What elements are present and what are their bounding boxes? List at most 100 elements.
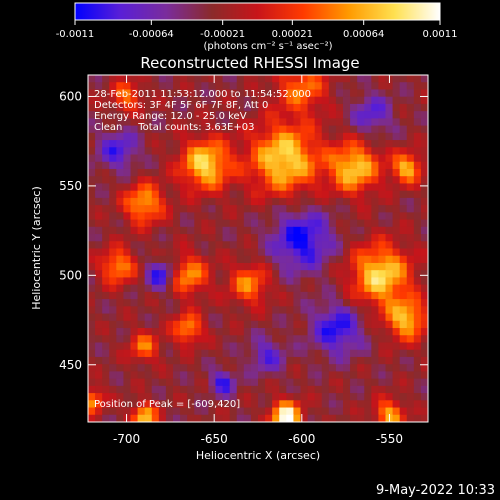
heatmap-cell	[95, 118, 103, 127]
heatmap-cell	[350, 284, 358, 293]
heatmap-cell	[180, 212, 188, 221]
heatmap-cell	[364, 219, 372, 228]
heatmap-cell	[180, 125, 188, 134]
heatmap-cell	[286, 75, 295, 83]
heatmap-cell	[215, 371, 224, 380]
heatmap-cell	[265, 226, 273, 235]
heatmap-cell	[102, 103, 110, 112]
heatmap-cell	[201, 393, 210, 401]
heatmap-cell	[357, 306, 365, 315]
heatmap-cell	[392, 306, 401, 315]
heatmap-cell	[279, 407, 287, 416]
heatmap-cell	[201, 89, 210, 98]
heatmap-cell	[321, 277, 330, 286]
heatmap-cell	[144, 103, 153, 112]
heatmap-cell	[88, 241, 96, 250]
heatmap-cell	[88, 190, 96, 199]
heatmap-cell	[123, 125, 132, 134]
heatmap-cell	[286, 328, 295, 336]
heatmap-cell	[399, 212, 408, 221]
heatmap-cell	[194, 320, 202, 329]
heatmap-cell	[208, 140, 217, 148]
heatmap-cell	[420, 349, 428, 358]
heatmap-cell	[392, 400, 401, 409]
heatmap-cell	[378, 103, 387, 112]
heatmap-cell	[357, 349, 365, 358]
heatmap-cell	[300, 219, 309, 228]
heatmap-cell	[279, 234, 287, 242]
heatmap-cell	[385, 378, 394, 387]
heatmap-cell	[378, 284, 387, 293]
heatmap-cell	[144, 385, 153, 394]
heatmap-cell	[215, 234, 224, 242]
heatmap-cell	[420, 96, 428, 105]
heatmap-cell	[335, 371, 344, 380]
heatmap-cell	[130, 270, 139, 279]
heatmap-cell	[165, 132, 174, 141]
heatmap-cell	[187, 212, 195, 221]
heatmap-cell	[123, 154, 132, 163]
heatmap-cell	[272, 176, 280, 185]
heatmap-cell	[180, 342, 188, 351]
heatmap-cell	[102, 140, 110, 148]
heatmap-cell	[371, 212, 380, 221]
heatmap-cell	[88, 205, 96, 213]
heatmap-cell	[350, 226, 358, 235]
heatmap-cell	[399, 270, 408, 279]
heatmap-cell	[272, 400, 280, 409]
heatmap-cell	[187, 118, 195, 127]
heatmap-cell	[236, 262, 245, 271]
heatmap-cell	[95, 111, 103, 119]
heatmap-cell	[173, 306, 181, 315]
heatmap-cell	[399, 378, 408, 387]
heatmap-cell	[151, 89, 160, 98]
heatmap-cell	[406, 342, 415, 351]
heatmap-cell	[102, 407, 110, 416]
heatmap-cell	[272, 82, 280, 91]
heatmap-cell	[279, 241, 287, 250]
heatmap-cell	[180, 248, 188, 257]
heatmap-cell	[385, 342, 394, 351]
heatmap-cell	[151, 342, 160, 351]
heatmap-cell	[88, 407, 96, 416]
heatmap-cell	[286, 349, 295, 358]
heatmap-cell	[371, 197, 380, 206]
heatmap-cell	[215, 176, 224, 185]
heatmap-cell	[378, 168, 387, 177]
heatmap-cell	[357, 241, 365, 250]
heatmap-cell	[109, 414, 117, 422]
heatmap-cell	[307, 299, 316, 307]
heatmap-cell	[243, 313, 252, 322]
heatmap-cell	[321, 328, 330, 336]
heatmap-cell	[399, 349, 408, 358]
heatmap-cell	[385, 125, 394, 134]
heatmap-cell	[265, 255, 273, 264]
heatmap-cell	[314, 147, 323, 156]
heatmap-cell	[208, 241, 217, 250]
heatmap-cell	[88, 284, 96, 293]
heatmap-cell	[158, 414, 167, 422]
heatmap-cell	[399, 154, 408, 163]
heatmap-cell	[307, 168, 316, 177]
heatmap-cell	[95, 234, 103, 242]
heatmap-cell	[357, 299, 365, 307]
heatmap-cell	[350, 378, 358, 387]
heatmap-cell	[137, 328, 146, 336]
heatmap-cell	[378, 161, 387, 170]
y-tick-label: 500	[59, 268, 82, 282]
heatmap-cell	[229, 176, 238, 185]
heatmap-cell	[413, 277, 422, 286]
heatmap-cell	[102, 400, 110, 409]
heatmap-cell	[385, 111, 394, 119]
heatmap-cell	[95, 140, 103, 148]
heatmap-cell	[222, 118, 231, 127]
heatmap-cell	[258, 248, 266, 257]
heatmap-cell	[229, 393, 238, 401]
heatmap-cell	[300, 140, 309, 148]
heatmap-cell	[116, 349, 125, 358]
heatmap-cell	[137, 414, 146, 422]
heatmap-cell	[95, 414, 103, 422]
heatmap-cell	[279, 320, 287, 329]
heatmap-cell	[392, 241, 401, 250]
heatmap-cell	[357, 82, 365, 91]
